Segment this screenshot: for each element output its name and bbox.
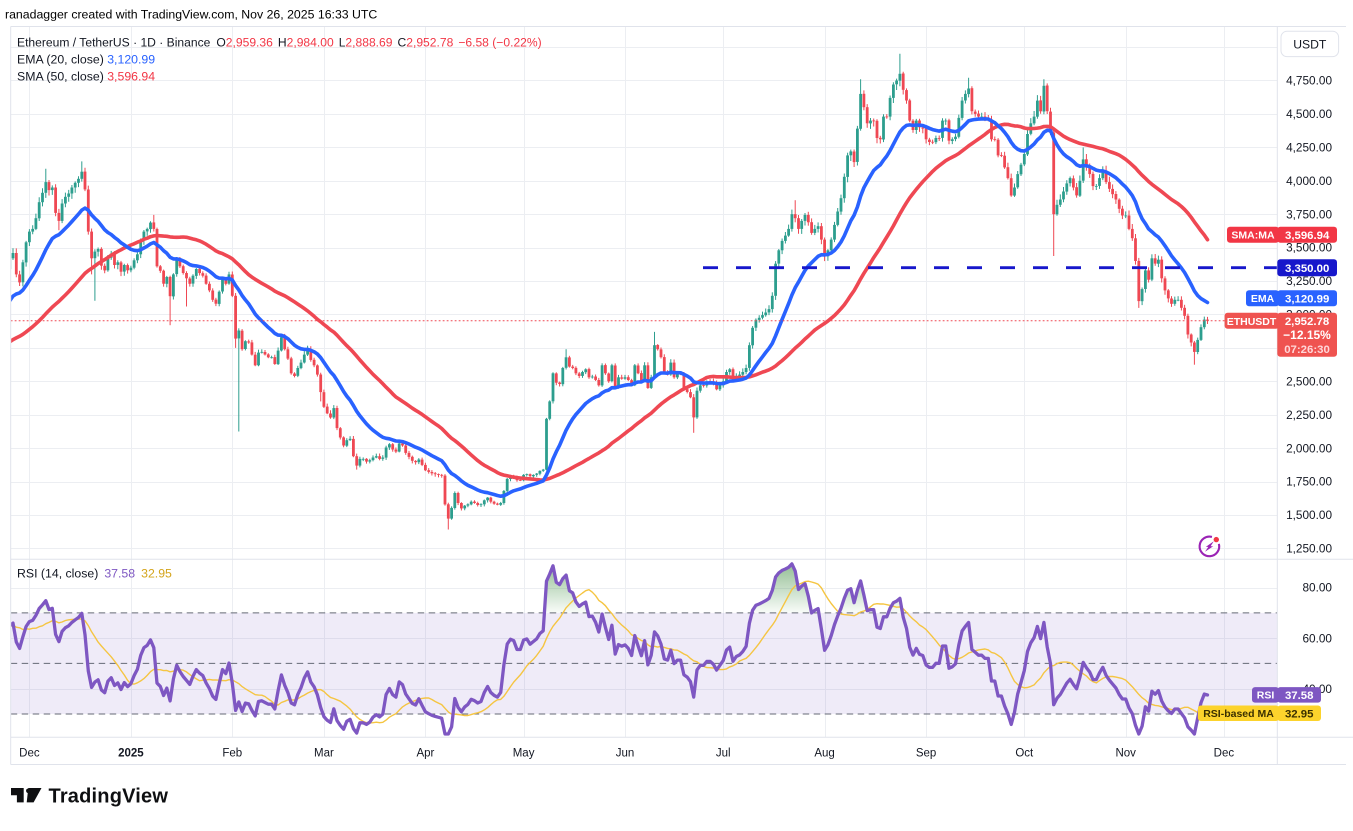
svg-text:3,120.99: 3,120.99 [1285, 293, 1329, 305]
svg-text:Aug: Aug [814, 748, 834, 760]
svg-text:32.95: 32.95 [1285, 708, 1314, 720]
svg-text:Jun: Jun [616, 748, 635, 760]
svg-text:SMA:MA: SMA:MA [1231, 229, 1275, 241]
svg-text:3,750.00: 3,750.00 [1286, 207, 1332, 221]
svg-text:Oct: Oct [1015, 748, 1034, 760]
svg-text:2,952.78: 2,952.78 [1285, 316, 1329, 328]
svg-text:Sep: Sep [916, 748, 936, 760]
svg-text:Dec: Dec [1214, 748, 1235, 760]
svg-text:07:26:30: 07:26:30 [1284, 344, 1330, 356]
svg-text:−12.15%: −12.15% [1283, 328, 1331, 342]
svg-text:3,350.00: 3,350.00 [1285, 263, 1329, 275]
svg-text:EMA: EMA [1251, 293, 1275, 305]
svg-text:Apr: Apr [416, 748, 434, 760]
svg-text:3,250.00: 3,250.00 [1286, 274, 1332, 288]
svg-text:Jul: Jul [716, 748, 731, 760]
svg-text:37.58: 37.58 [1285, 690, 1314, 702]
svg-text:ETHUSDT: ETHUSDT [1227, 316, 1277, 328]
svg-text:60.00: 60.00 [1302, 631, 1332, 645]
svg-text:May: May [513, 748, 535, 760]
svg-text:80.00: 80.00 [1302, 581, 1332, 595]
svg-text:1,500.00: 1,500.00 [1286, 508, 1332, 522]
svg-text:RSI: RSI [1257, 690, 1275, 702]
svg-text:2,500.00: 2,500.00 [1286, 374, 1332, 388]
svg-text:TradingView: TradingView [49, 786, 169, 808]
svg-text:Dec: Dec [19, 748, 40, 760]
svg-text:1,750.00: 1,750.00 [1286, 475, 1332, 489]
svg-text:Nov: Nov [1115, 748, 1136, 760]
svg-text:3,500.00: 3,500.00 [1286, 241, 1332, 255]
svg-text:2,000.00: 2,000.00 [1286, 441, 1332, 455]
svg-text:3,596.94: 3,596.94 [1285, 230, 1330, 242]
svg-text:Feb: Feb [222, 748, 242, 760]
svg-text:SMA (50, close) 3,596.94: SMA (50, close) 3,596.94 [17, 70, 155, 84]
svg-text:EMA (20, close) 3,120.99: EMA (20, close) 3,120.99 [17, 53, 155, 67]
svg-text:4,500.00: 4,500.00 [1286, 107, 1332, 121]
svg-text:2025: 2025 [118, 748, 144, 760]
svg-text:1,250.00: 1,250.00 [1286, 542, 1332, 556]
svg-text:USDT: USDT [1293, 38, 1327, 52]
svg-text:4,250.00: 4,250.00 [1286, 141, 1332, 155]
svg-text:4,750.00: 4,750.00 [1286, 74, 1332, 88]
svg-text:4,000.00: 4,000.00 [1286, 174, 1332, 188]
svg-text:Mar: Mar [314, 748, 334, 760]
svg-text:Ethereum / TetherUS · 1D · Bin: Ethereum / TetherUS · 1D · Binance O2,959… [17, 36, 542, 50]
svg-text:2,250.00: 2,250.00 [1286, 408, 1332, 422]
svg-text:ranadagger created with Tradin: ranadagger created with TradingView.com,… [5, 8, 377, 22]
svg-text:RSI-based MA: RSI-based MA [1203, 708, 1274, 720]
